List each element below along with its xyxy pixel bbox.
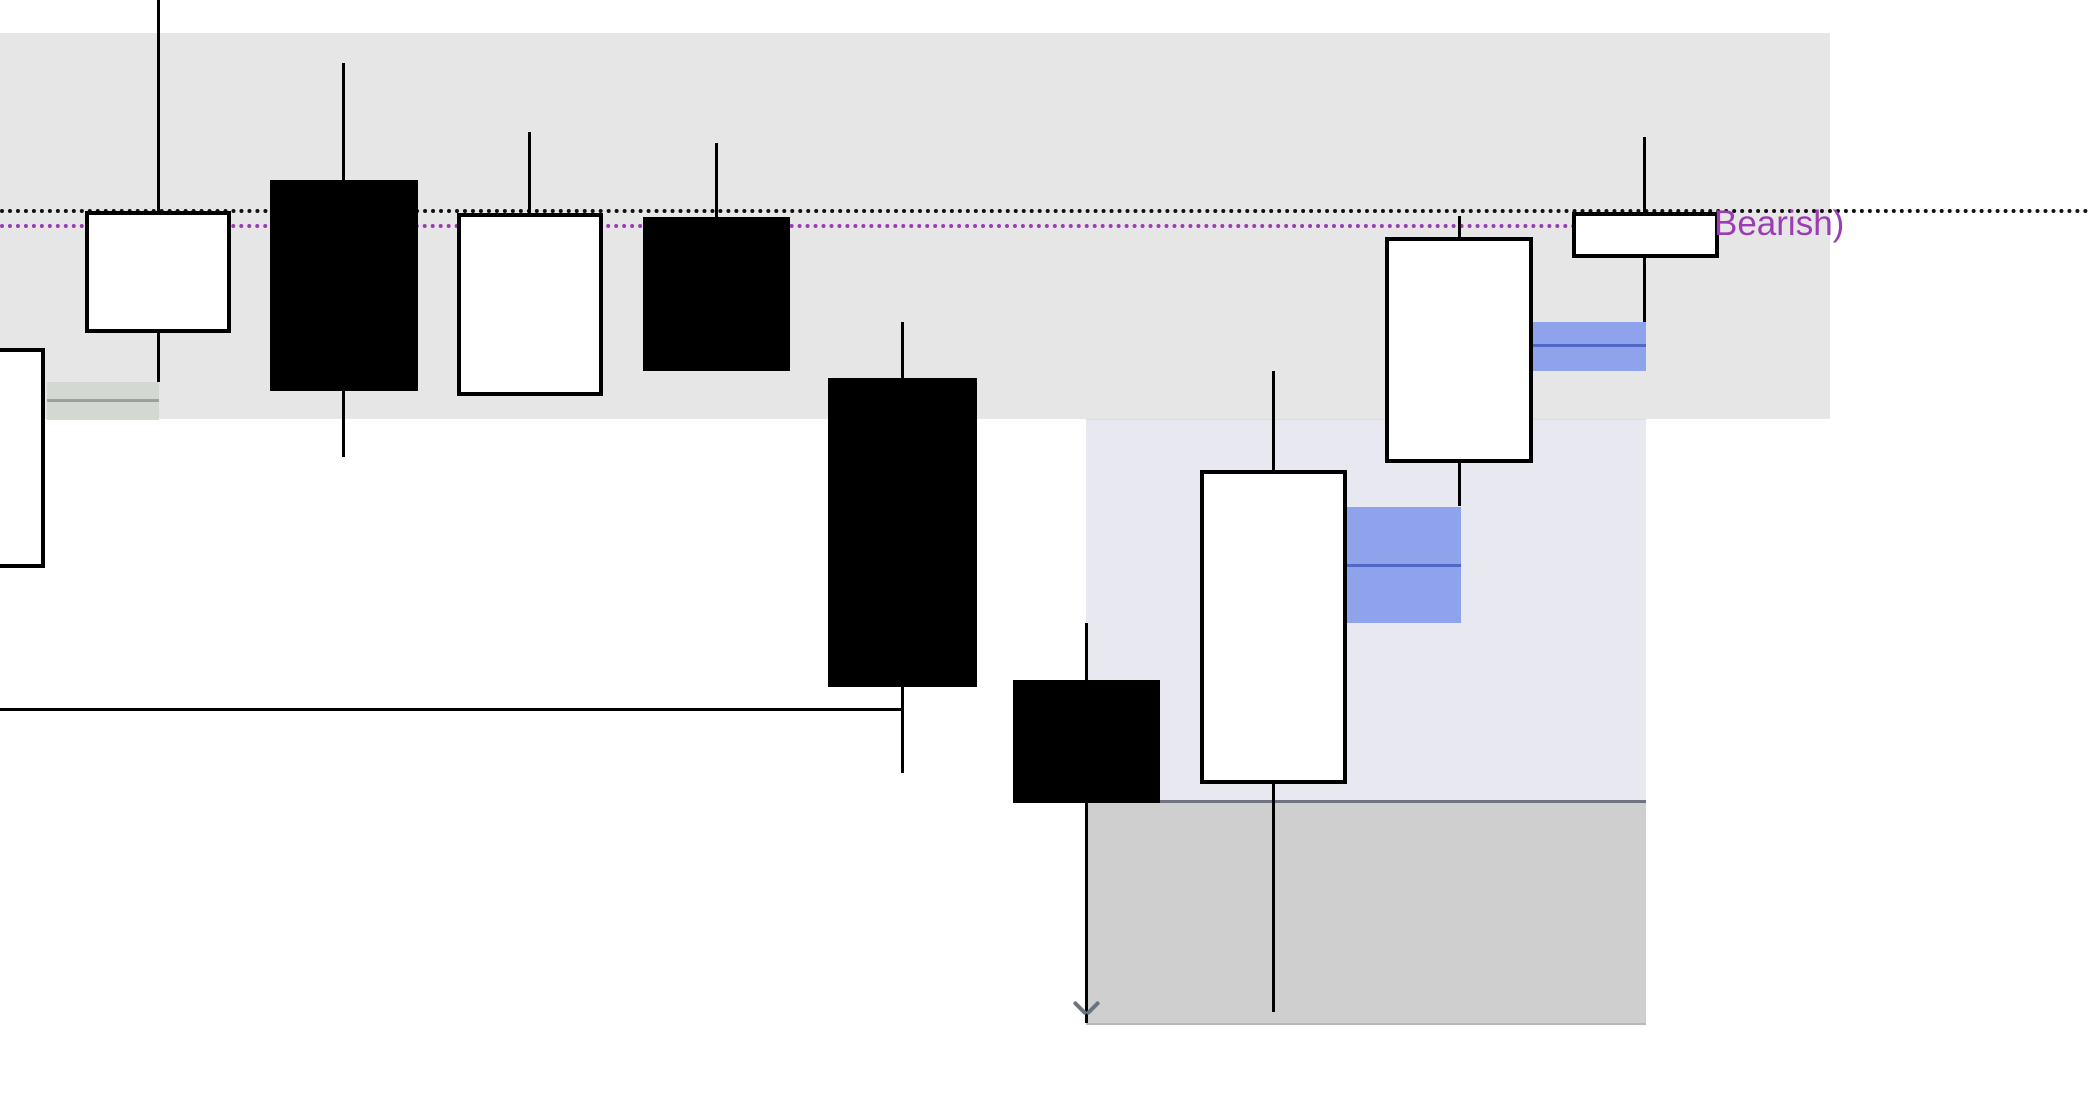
blue-fvg-box-2-midline — [1533, 344, 1646, 347]
candle-body-bullish — [0, 348, 45, 568]
bearish-dotted-line[interactable] — [0, 224, 1713, 228]
gray-zone[interactable] — [1086, 800, 1646, 1025]
green-fvg-box[interactable] — [47, 382, 159, 420]
neckline-dotted-line[interactable] — [0, 209, 2090, 213]
candle-body-bullish — [1572, 212, 1719, 258]
candle-body-bearish — [1013, 680, 1160, 803]
green-fvg-box-midline — [47, 399, 159, 402]
bearish-pattern-label[interactable]: Bearish) — [1714, 204, 1845, 243]
candle-body-bearish — [828, 378, 977, 687]
candle-body-bearish — [643, 217, 790, 371]
blue-fvg-box-1-midline — [1347, 564, 1461, 567]
support-solid-line[interactable] — [0, 708, 903, 711]
candle-wick — [157, 0, 160, 382]
candle-body-bullish — [457, 213, 603, 396]
blue-fvg-box-2[interactable] — [1533, 322, 1646, 371]
candle-body-bearish — [270, 180, 418, 391]
candle-body-bullish — [1385, 237, 1533, 463]
blue-fvg-box-1[interactable] — [1347, 507, 1461, 623]
candle-body-bullish — [1200, 470, 1347, 784]
candle-wick — [1085, 623, 1088, 1023]
candle-body-bullish — [85, 211, 231, 333]
